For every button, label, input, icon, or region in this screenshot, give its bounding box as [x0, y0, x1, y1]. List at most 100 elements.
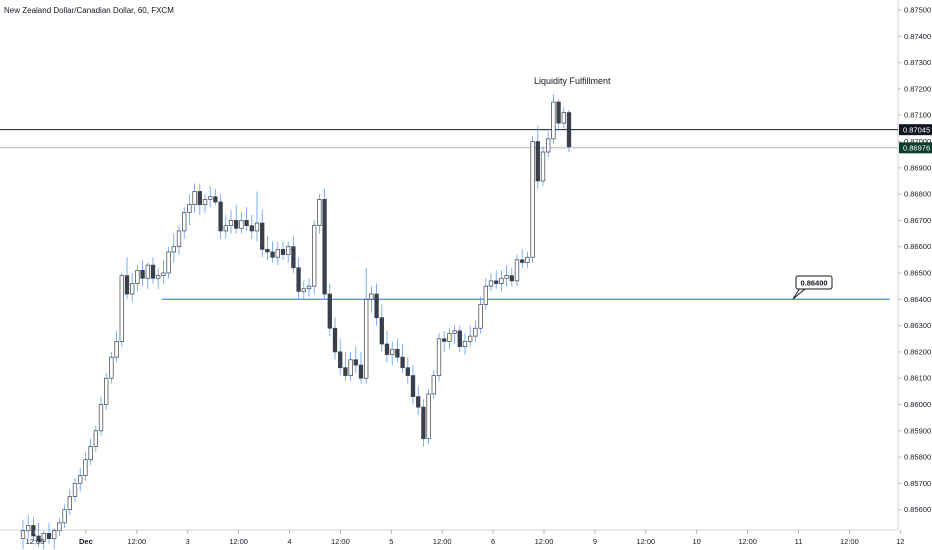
candle-body	[228, 220, 234, 227]
candle-body	[130, 283, 135, 295]
candle-body	[332, 327, 338, 353]
time-tick-label: 12:00	[127, 537, 146, 546]
price-tick-label: 0.86400	[904, 295, 931, 304]
candle-body	[114, 341, 119, 358]
candle-body	[390, 348, 395, 355]
price-axis[interactable]: 0.85600 0.85700 0.85800 0.85900 0.86000 0.861…	[898, 6, 931, 515]
candle-body	[171, 246, 176, 253]
candle-body	[473, 327, 478, 337]
candle-body	[468, 335, 473, 342]
candle-body	[494, 280, 499, 284]
candle-body	[364, 298, 369, 379]
candle-body	[67, 496, 72, 511]
time-tick-label: 11	[795, 537, 803, 546]
candle-body	[540, 151, 546, 182]
price-tick-label: 0.85700	[904, 479, 931, 488]
time-tick-label: 10	[693, 537, 701, 546]
candle-body	[197, 191, 202, 205]
candle-body	[83, 459, 88, 476]
price-tick-label: 0.86600	[904, 242, 931, 251]
candle-body	[150, 264, 156, 279]
candle-body	[395, 348, 400, 358]
callout-box	[795, 275, 833, 290]
candle-body	[431, 375, 436, 395]
candle-body	[379, 317, 384, 345]
symbol-title: New Zealand Dollar/Canadian Dollar, 60, …	[4, 6, 174, 15]
candle-body	[280, 248, 286, 255]
time-tick-label: 12:00	[535, 537, 554, 546]
candle-body	[244, 220, 249, 227]
candle-body	[192, 191, 197, 205]
candle-body	[514, 259, 520, 282]
candle-body	[358, 364, 364, 379]
candle-body	[254, 222, 260, 232]
candle-body	[561, 112, 566, 124]
candle-body	[62, 509, 67, 524]
candle-body	[426, 393, 431, 440]
candle-body	[208, 196, 213, 200]
candle-body	[291, 246, 296, 269]
horizontal-lines[interactable]	[0, 129, 898, 300]
candle-body	[535, 141, 540, 182]
annotation-label[interactable]: Liquidity Fulfillment	[534, 76, 611, 86]
time-tick-label: 12:00	[331, 537, 350, 546]
price-tick-label: 0.85800	[904, 453, 931, 462]
candle-body	[26, 525, 31, 532]
callout-pointer	[792, 287, 808, 300]
price-tick-label: 0.87500	[904, 6, 931, 15]
candle-body	[478, 304, 483, 329]
candle-body	[483, 285, 488, 305]
time-tick-label: 12:00	[26, 537, 45, 546]
price-tick-label: 0.87300	[904, 58, 931, 67]
time-tick-label: 9	[593, 537, 597, 546]
candle-body	[447, 333, 452, 342]
time-tick-label: Dec	[79, 537, 93, 546]
candle-body	[72, 483, 78, 497]
candle-body	[504, 275, 509, 279]
price-tick-label: 0.86200	[904, 347, 931, 356]
candle-body	[166, 251, 171, 274]
candle-body	[218, 201, 223, 232]
time-axis[interactable]: 12:00 Dec 12:00 3 12:00 4 12:00 5 12:00 6 12:00 9 12…	[26, 530, 905, 546]
time-tick-label: 6	[491, 537, 495, 546]
price-tick-label: 0.86000	[904, 400, 931, 409]
price-tick-label: 0.87100	[904, 111, 931, 120]
candle-body	[499, 277, 504, 284]
candle-body	[296, 267, 301, 292]
candle-body	[488, 280, 494, 287]
candle-body	[135, 270, 140, 284]
candles	[20, 94, 572, 550]
time-tick-label: 3	[186, 537, 190, 546]
candle-body	[457, 330, 462, 347]
time-tick-label: 5	[389, 537, 393, 546]
candle-body	[343, 367, 348, 376]
candle-body	[93, 430, 98, 447]
candle-body	[275, 248, 280, 258]
price-tick-label: 0.86300	[904, 321, 931, 330]
candle-body	[239, 220, 244, 229]
candle-body	[525, 256, 530, 263]
candle-body	[249, 225, 254, 232]
price-tick-label: 0.87000	[904, 137, 931, 146]
price-callout[interactable]: 0.86400	[792, 275, 833, 300]
candle-body	[36, 535, 41, 542]
candle-body	[286, 246, 291, 255]
candle-body	[265, 248, 270, 253]
candle-body	[306, 285, 312, 290]
candle-body	[317, 199, 322, 227]
time-tick-label: 12:00	[738, 537, 757, 546]
candle-body	[156, 275, 161, 279]
candle-body	[462, 341, 468, 347]
candle-body	[452, 330, 457, 334]
candle-body	[187, 204, 192, 213]
time-tick-label: 12:00	[840, 537, 859, 546]
candle-body	[145, 264, 150, 279]
line-price-badge	[899, 124, 932, 136]
candle-body	[124, 275, 130, 295]
candle-body	[46, 533, 52, 539]
candle-body	[416, 396, 421, 408]
candle-body	[369, 293, 374, 300]
candle-body	[234, 220, 239, 229]
candle-body	[57, 522, 62, 532]
